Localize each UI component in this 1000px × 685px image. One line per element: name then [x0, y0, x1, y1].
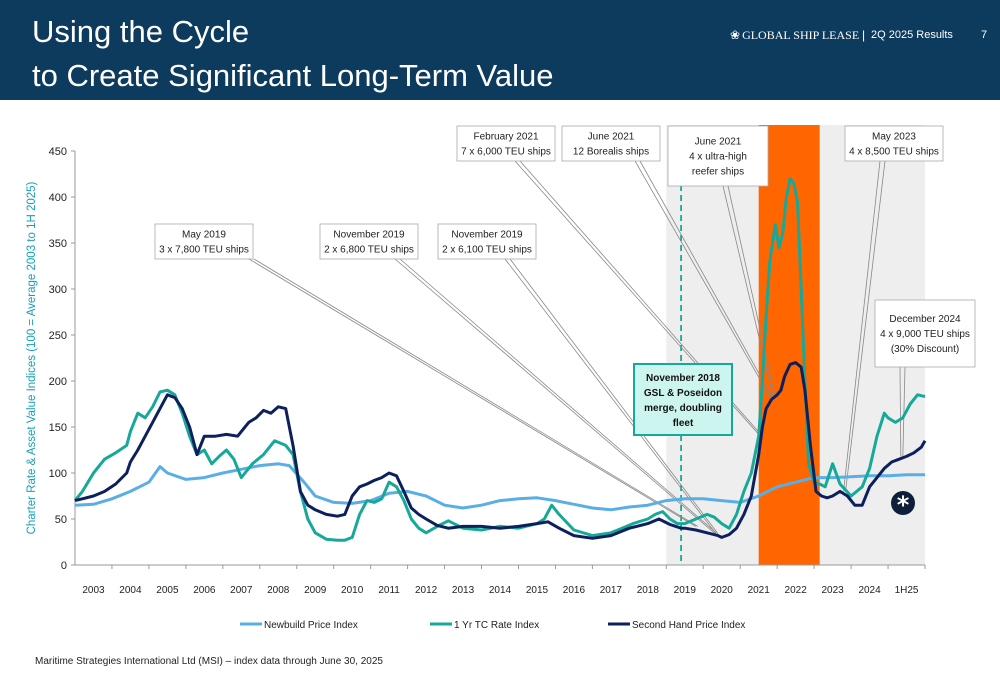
x-tick-label: 2007	[230, 585, 253, 596]
callout-line	[248, 258, 696, 527]
merger-box-text: fleet	[673, 418, 694, 429]
x-tick-label: 2010	[341, 585, 364, 596]
annotation-text: November 2019	[451, 230, 523, 241]
y-tick-label: 350	[49, 238, 67, 250]
asterisk-marker	[891, 491, 915, 515]
x-tick-label: 2005	[156, 585, 179, 596]
annotation-text: June 2021	[695, 137, 742, 148]
x-tick-label: 2024	[858, 585, 881, 596]
x-tick-label: 2017	[600, 585, 623, 596]
annotation-text: May 2019	[182, 230, 226, 241]
annotation-box	[561, 125, 661, 162]
ship-lease-logo-icon: ❀	[730, 28, 741, 42]
y-tick-label: 250	[49, 330, 67, 342]
callout-line	[253, 258, 698, 527]
x-tick-label: 2008	[267, 585, 290, 596]
x-tick-label: 2018	[637, 585, 660, 596]
annotation-text: reefer ships	[692, 167, 744, 178]
y-tick-label: 450	[49, 146, 67, 158]
y-tick-label: 200	[49, 376, 67, 388]
x-tick-label: 2014	[489, 585, 512, 596]
highlight-period	[758, 125, 820, 565]
x-tick-label: 2009	[304, 585, 327, 596]
merger-box	[633, 363, 733, 436]
x-tick-label: 2022	[785, 585, 808, 596]
callout-line	[843, 160, 881, 492]
y-tick-label: 100	[49, 468, 67, 480]
annotation-box	[456, 125, 556, 162]
annotation-text: June 2021	[588, 132, 635, 143]
y-tick-label: 150	[49, 422, 67, 434]
y-tick-label: 0	[61, 560, 67, 572]
series-line-newbuild-price-index	[74, 462, 925, 512]
annotation-box	[154, 223, 254, 260]
x-tick-label: 2015	[526, 585, 549, 596]
callout-line	[639, 160, 774, 400]
merger-box-text: merge, doubling	[644, 403, 722, 414]
legend-label: Second Hand Price Index	[632, 620, 745, 631]
y-tick-label: 400	[49, 192, 67, 204]
annotation-text: 4 x ultra-high	[689, 152, 747, 163]
y-tick-label: 300	[49, 284, 67, 296]
annotation-box	[874, 299, 976, 368]
cycle-line-chart: 0 50 100 150 200 250 300 350 400 450 2003 2004 2005 2…	[26, 125, 976, 631]
annotation-text: (30% Discount)	[891, 344, 959, 355]
legend-label: 1 Yr TC Rate Index	[454, 620, 539, 631]
title-line-2: to Create Significant Long-Term Value	[32, 58, 554, 93]
x-tick-label: 2003	[82, 585, 105, 596]
x-tick-label: 2013	[452, 585, 475, 596]
callout-line	[394, 258, 715, 534]
series-line-second-hand-price-index	[74, 361, 927, 540]
annotation-text: 2 x 6,800 TEU ships	[324, 245, 414, 256]
annotation-text: 2 x 6,100 TEU ships	[442, 245, 532, 256]
callout-line	[902, 366, 906, 457]
company-logo: ❀ GLOBAL SHIP LEASE	[730, 28, 859, 43]
annotation-text: 4 x 8,500 TEU ships	[849, 147, 939, 158]
source-footnote: Maritime Strategies International Ltd (M…	[35, 656, 383, 667]
header-separator: |	[862, 28, 866, 42]
x-tick-label: 2019	[674, 585, 697, 596]
x-tick-label: 2021	[748, 585, 771, 596]
annotation-box	[437, 223, 537, 260]
page-number: 7	[981, 29, 988, 41]
x-tick-label: 2004	[119, 585, 142, 596]
header-bar: Using the Cycle to Create Significant Lo…	[0, 0, 1000, 100]
x-tick-label: 2023	[821, 585, 844, 596]
annotation-text: 7 x 6,000 TEU ships	[461, 147, 551, 158]
asterisk-symbol: *	[897, 491, 910, 519]
merger-box-text: GSL & Poseidon	[644, 388, 722, 399]
annotation-box	[844, 125, 944, 162]
annotation-text: 3 x 7,800 TEU ships	[159, 245, 249, 256]
merger-box-text: November 2018	[646, 373, 720, 384]
y-tick-label: 50	[55, 514, 67, 526]
annotation-text: December 2024	[889, 314, 961, 325]
callout-line	[899, 366, 902, 457]
annotation-box	[319, 223, 419, 260]
legend-label: Newbuild Price Index	[264, 620, 358, 631]
x-tick-label: 2020	[711, 585, 734, 596]
brand-name: GLOBAL SHIP LEASE	[742, 28, 860, 42]
results-label: 2Q 2025 Results	[871, 29, 953, 41]
x-tick-label: 1H25	[895, 585, 919, 596]
x-tick-label: 2011	[378, 585, 400, 596]
callout-line	[504, 258, 717, 534]
x-tick-label: 2006	[193, 585, 216, 596]
y-axis-title: Charter Rate & Asset Value Indices (100 …	[26, 181, 38, 534]
callout-line	[634, 160, 772, 400]
x-tick-label: 2012	[415, 585, 438, 596]
annotation-text: February 2021	[473, 132, 538, 143]
annotation-box	[667, 125, 769, 187]
callout-line	[727, 185, 776, 398]
annotation-text: May 2023	[872, 132, 916, 143]
page-title: Using the Cycle to Create Significant Lo…	[32, 10, 554, 98]
annotation-text: 4 x 9,000 TEU ships	[880, 329, 970, 340]
annotation-text: 12 Borealis ships	[573, 147, 649, 158]
callout-line	[845, 160, 886, 492]
x-tick-label: 2016	[563, 585, 586, 596]
callout-line	[399, 258, 717, 534]
annotation-text: November 2019	[333, 230, 405, 241]
title-line-1: Using the Cycle	[32, 14, 250, 49]
callout-line	[509, 258, 719, 534]
